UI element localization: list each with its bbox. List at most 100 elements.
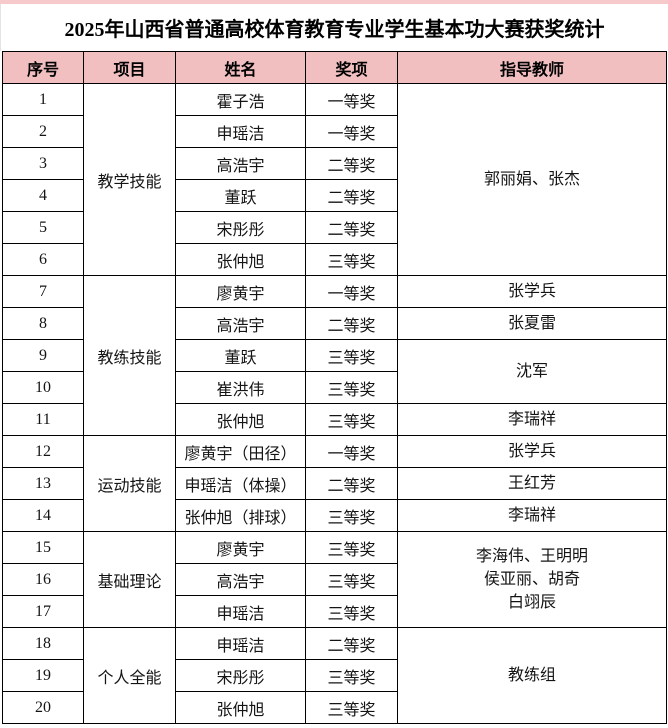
cell-award: 二等奖 <box>305 467 398 500</box>
table-row: 11 张仲旭 三等奖 李瑞祥 <box>2 403 667 436</box>
cell-project: 运动技能 <box>83 435 176 532</box>
cell-name: 张仲旭 <box>175 691 306 724</box>
cell-index: 2 <box>2 115 84 148</box>
cell-award: 二等奖 <box>305 307 398 340</box>
cell-name: 申瑶洁 <box>175 627 306 660</box>
cell-index: 4 <box>2 179 84 212</box>
cell-index: 7 <box>2 275 84 308</box>
cell-name: 张仲旭 <box>175 243 306 276</box>
cell-name: 申瑶洁 <box>175 115 306 148</box>
cell-index: 17 <box>2 595 84 628</box>
table-row: 10 崔洪伟 三等奖 <box>2 371 667 404</box>
top-pink-strip <box>0 0 668 4</box>
cell-name: 宋彤彤 <box>175 211 306 244</box>
cell-index: 16 <box>2 563 84 596</box>
cell-teacher: 李海伟、王明明 侯亚丽、胡奇 白翊辰 <box>397 531 667 628</box>
table-row: 12 运动技能 廖黄宇（田径） 一等奖 张学兵 <box>2 435 667 532</box>
cell-project: 教学技能 <box>83 83 176 276</box>
cell-index: 5 <box>2 211 84 244</box>
cell-award: 二等奖 <box>305 179 398 212</box>
cell-teacher: 李瑞祥 <box>397 403 667 436</box>
cell-award: 三等奖 <box>305 403 398 436</box>
table-row: 9 董跃 三等奖 沈军 <box>2 339 667 404</box>
table-row: 6 张仲旭 三等奖 <box>2 243 667 276</box>
table-row: 2 申瑶洁 一等奖 <box>2 115 667 148</box>
cell-award: 二等奖 <box>305 147 398 180</box>
title-band: 2025年山西省普通高校体育教育专业学生基本功大赛获奖统计 <box>0 4 668 51</box>
cell-name: 张仲旭 <box>175 403 306 436</box>
cell-award: 三等奖 <box>305 659 398 692</box>
table-header-row: 序号 项目 姓名 奖项 指导教师 <box>2 51 667 84</box>
cell-name: 高浩宇 <box>175 147 306 180</box>
cell-award: 三等奖 <box>305 595 398 628</box>
cell-name: 廖黄宇 <box>175 275 306 308</box>
table-row: 20 张仲旭 三等奖 <box>2 691 667 724</box>
cell-teacher: 张学兵 <box>397 275 667 308</box>
cell-name: 申瑶洁（体操） <box>175 467 306 500</box>
cell-teacher: 教练组 <box>397 627 667 724</box>
cell-name: 张仲旭（排球） <box>175 499 306 532</box>
cell-index: 12 <box>2 435 84 468</box>
awards-table: 序号 项目 姓名 奖项 指导教师 1 教学技能 霍子浩 一等奖 郭丽娟、张杰 2 申瑶洁 一等奖 3 高浩… <box>2 51 667 724</box>
cell-award: 三等奖 <box>305 499 398 532</box>
col-header-award: 奖项 <box>305 51 398 84</box>
cell-index: 15 <box>2 531 84 564</box>
cell-award: 三等奖 <box>305 531 398 564</box>
cell-index: 6 <box>2 243 84 276</box>
cell-name: 廖黄宇（田径） <box>175 435 306 468</box>
table-row: 18 个人全能 申瑶洁 二等奖 教练组 <box>2 627 667 724</box>
table-row: 5 宋彤彤 二等奖 <box>2 211 667 244</box>
cell-index: 20 <box>2 691 84 724</box>
cell-award: 一等奖 <box>305 435 398 468</box>
col-header-name: 姓名 <box>175 51 306 84</box>
cell-name: 董跃 <box>175 179 306 212</box>
table-row: 1 教学技能 霍子浩 一等奖 郭丽娟、张杰 <box>2 83 667 276</box>
cell-index: 11 <box>2 403 84 436</box>
table-row: 7 教练技能 廖黄宇 一等奖 张学兵 <box>2 275 667 436</box>
cell-teacher: 张学兵 <box>397 435 667 468</box>
cell-name: 宋彤彤 <box>175 659 306 692</box>
cell-index: 13 <box>2 467 84 500</box>
cell-award: 三等奖 <box>305 691 398 724</box>
cell-index: 9 <box>2 339 84 372</box>
cell-project: 基础理论 <box>83 531 176 628</box>
cell-award: 三等奖 <box>305 371 398 404</box>
cell-name: 高浩宇 <box>175 563 306 596</box>
table-row: 4 董跃 二等奖 <box>2 179 667 212</box>
table-row: 19 宋彤彤 三等奖 <box>2 659 667 692</box>
cell-award: 二等奖 <box>305 211 398 244</box>
cell-name: 申瑶洁 <box>175 595 306 628</box>
table-row: 14 张仲旭（排球） 三等奖 李瑞祥 <box>2 499 667 532</box>
cell-award: 一等奖 <box>305 83 398 116</box>
col-header-index: 序号 <box>2 51 84 84</box>
table-row: 8 高浩宇 二等奖 张夏雷 <box>2 307 667 340</box>
cell-index: 19 <box>2 659 84 692</box>
table-row: 15 基础理论 廖黄宇 三等奖 李海伟、王明明 侯亚丽、胡奇 白翊辰 <box>2 531 667 628</box>
cell-teacher: 张夏雷 <box>397 307 667 340</box>
col-header-project: 项目 <box>83 51 176 84</box>
cell-index: 1 <box>2 83 84 116</box>
page-title: 2025年山西省普通高校体育教育专业学生基本功大赛获奖统计 <box>64 19 605 41</box>
cell-index: 18 <box>2 627 84 660</box>
cell-teacher: 李瑞祥 <box>397 499 667 532</box>
cell-teacher: 沈军 <box>397 339 667 404</box>
cell-teacher: 王红芳 <box>397 467 667 500</box>
table-body: 1 教学技能 霍子浩 一等奖 郭丽娟、张杰 2 申瑶洁 一等奖 3 高浩宇 二等奖 4 董跃 二等奖 5 宋彤… <box>2 83 667 724</box>
cell-award: 三等奖 <box>305 339 398 372</box>
cell-award: 一等奖 <box>305 115 398 148</box>
cell-name: 高浩宇 <box>175 307 306 340</box>
cell-award: 三等奖 <box>305 563 398 596</box>
cell-index: 3 <box>2 147 84 180</box>
cell-index: 14 <box>2 499 84 532</box>
cell-award: 二等奖 <box>305 627 398 660</box>
cell-project: 个人全能 <box>83 627 176 724</box>
cell-name: 廖黄宇 <box>175 531 306 564</box>
cell-index: 10 <box>2 371 84 404</box>
cell-award: 三等奖 <box>305 243 398 276</box>
cell-name: 崔洪伟 <box>175 371 306 404</box>
table-row: 3 高浩宇 二等奖 <box>2 147 667 180</box>
col-header-teacher: 指导教师 <box>397 51 667 84</box>
cell-award: 一等奖 <box>305 275 398 308</box>
cell-index: 8 <box>2 307 84 340</box>
header-row: 序号 项目 姓名 奖项 指导教师 <box>2 51 667 84</box>
